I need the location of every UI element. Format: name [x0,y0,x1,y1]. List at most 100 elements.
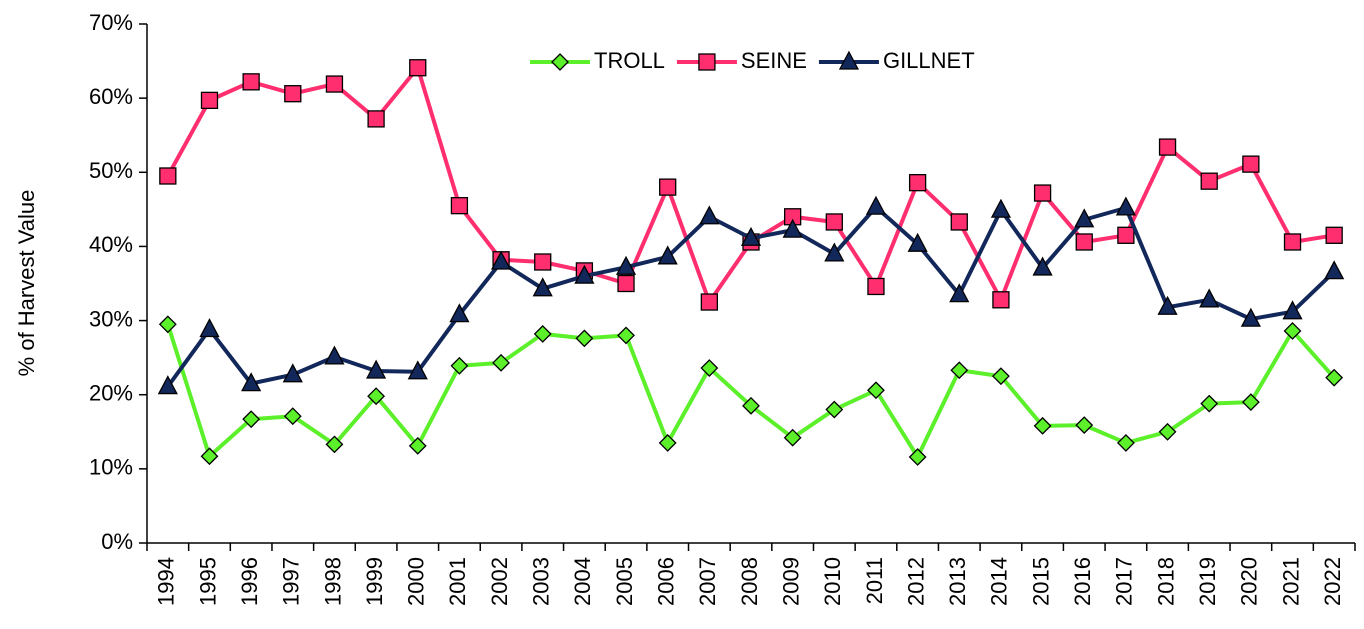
data-point [908,174,927,192]
data-point [782,218,803,238]
data-point [617,274,635,293]
x-tick-label: 2021 [1278,557,1303,606]
x-tick-label: 1997 [279,557,304,606]
data-point [199,318,220,338]
data-point [367,110,385,128]
data-point [449,303,470,323]
y-axis-label: % of Harvest Value [14,190,39,377]
data-point [367,387,386,406]
legend-label: GILLNET [883,48,975,73]
data-point [574,264,595,284]
data-point [1324,260,1345,280]
legend: TROLL SEINE GILLNET [530,48,975,73]
data-point [1283,322,1302,340]
data-point [242,73,260,91]
x-tick-label: 1994 [154,557,179,606]
data-point [908,448,927,466]
data-point [490,250,512,270]
series-line [166,65,1335,305]
data-point [907,232,928,252]
data-point [1200,394,1219,413]
x-tick-label: 1999 [362,557,387,606]
y-tick-label: 30% [89,306,133,331]
data-point [408,436,427,455]
data-point [657,245,678,265]
series-line [165,323,1336,459]
data-point [283,407,302,426]
x-tick-label: 2017 [1112,557,1137,606]
y-tick-label: 70% [89,10,133,35]
data-point [867,277,885,296]
x-tick-label: 2013 [945,557,970,606]
x-tick-label: 2006 [654,557,679,606]
data-point [1325,226,1343,244]
x-tick-label: 1995 [195,557,220,606]
data-point [700,359,719,377]
x-tick-label: 2000 [404,557,429,606]
data-point [949,283,970,303]
y-tick-label: 50% [89,158,133,183]
data-point [615,255,637,275]
data-point [575,329,594,348]
data-point [200,91,219,110]
data-point [658,433,677,452]
x-tick-label: 2005 [612,557,637,606]
data-point [325,435,344,454]
data-point [282,363,303,383]
x-tick-label: 1996 [237,557,262,606]
data-point [950,213,968,231]
data-point [700,293,718,311]
data-point [742,396,760,415]
x-tick-label: 2004 [570,557,595,606]
data-point [824,242,845,262]
x-tick-label: 2011 [862,557,887,604]
data-point [1033,416,1052,435]
data-point [325,75,344,93]
data-point [1241,393,1260,412]
data-point [659,178,677,196]
data-point [1115,196,1136,216]
data-point [1075,416,1094,435]
data-point [865,195,887,215]
x-tick-label: 2018 [1153,557,1178,606]
data-point [241,372,262,392]
data-point [200,447,219,466]
y-tick-label: 40% [89,232,133,257]
legend-marker [698,53,716,71]
data-point [1032,256,1053,276]
data-point [157,375,178,395]
data-point [324,345,345,365]
data-point [534,253,552,271]
data-point [825,213,843,231]
data-point [1158,422,1177,441]
data-point [740,226,762,246]
x-tick-label: 2009 [778,557,803,606]
data-point [1157,295,1178,315]
x-tick-label: 2010 [820,557,845,606]
data-point [409,59,427,77]
x-tick-label: 2002 [487,557,512,606]
data-point [407,360,428,380]
data-point [492,353,510,372]
data-point [1117,226,1135,244]
data-point [699,205,720,225]
data-point [1033,184,1052,202]
data-point [1282,300,1303,320]
data-point [1074,208,1095,228]
data-point [1283,233,1302,251]
legend-label: SEINE [741,48,807,73]
data-point [450,196,469,215]
x-tick-label: 2007 [695,557,720,606]
data-point [1075,233,1093,251]
data-point [950,361,969,380]
data-point [450,356,469,375]
data-point [284,85,302,103]
legend-label: TROLL [594,48,665,73]
y-tick-label: 10% [89,455,133,480]
data-point [825,400,844,419]
data-point [1240,307,1261,327]
data-point [617,326,635,345]
x-tick-label: 1998 [320,557,345,606]
data-point [1199,288,1220,308]
x-tick-label: 2003 [529,557,554,606]
